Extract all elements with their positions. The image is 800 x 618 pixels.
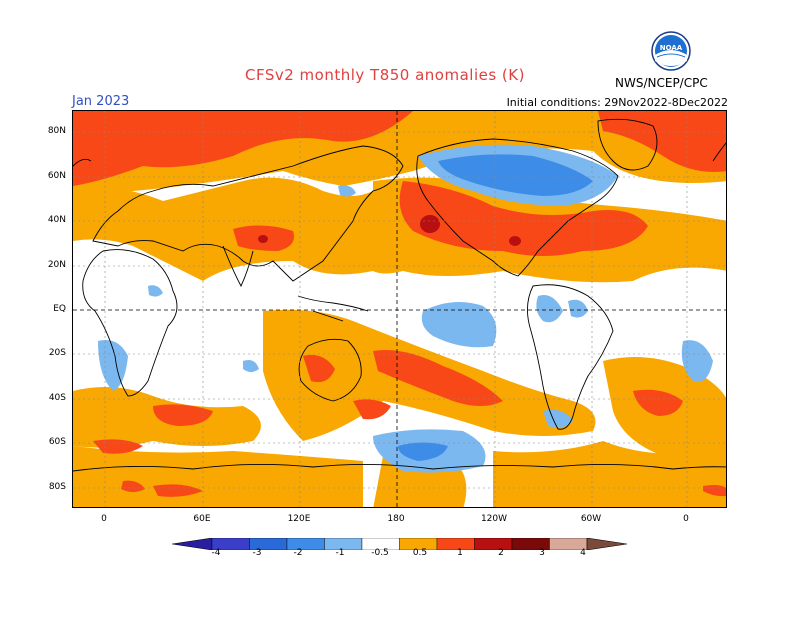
colorbar-label: -0.5 (371, 548, 389, 558)
warm-anomaly-darkred (258, 215, 521, 246)
agency-label: NWS/NCEP/CPC (615, 76, 708, 90)
lat-label: 20N (47, 260, 66, 270)
colorbar-label: -4 (211, 548, 221, 558)
colorbar-label: 3 (539, 548, 545, 558)
lon-label: 60W (580, 514, 602, 524)
initial-conditions: Initial conditions: 29Nov2022-8Dec2022 (506, 96, 728, 109)
colorbar-label: 0.5 (412, 548, 428, 558)
lat-label: EQ (53, 304, 66, 314)
grid-lines (73, 111, 726, 507)
warm-anomaly-red (73, 111, 726, 497)
colorbar-label: 1 (457, 548, 463, 558)
forecast-month: Jan 2023 (72, 94, 130, 109)
colorbar-label: 2 (498, 548, 504, 558)
lon-label: 120E (287, 514, 311, 524)
lon-label: 120W (480, 514, 508, 524)
lat-label: 80N (47, 126, 66, 136)
noaa-logo-icon: NOAA (651, 31, 691, 71)
anomaly-map (72, 110, 727, 508)
cool-anomaly-blue (398, 154, 593, 461)
colorbar-label: -1 (335, 548, 345, 558)
colorbar-label: 4 (580, 548, 586, 558)
colorbar (171, 535, 628, 551)
colorbar-label: -2 (293, 548, 303, 558)
lon-label: 0 (683, 514, 689, 524)
lat-label: 80S (48, 482, 66, 492)
noaa-logo-text: NOAA (660, 44, 683, 52)
lon-label: 60E (193, 514, 211, 524)
lat-label: 40N (47, 215, 66, 225)
lon-label: 180 (387, 514, 405, 524)
colorbar-svg (171, 537, 628, 551)
colorbar-max-arrow (586, 537, 628, 551)
lat-label: 40S (48, 393, 66, 403)
colorbar-label: -3 (252, 548, 262, 558)
reference-lines (73, 111, 726, 507)
lat-label: 60S (48, 437, 66, 447)
lon-label: 0 (101, 514, 107, 524)
coastlines (73, 118, 726, 472)
chart-title: CFSv2 monthly T850 anomalies (K) (245, 66, 525, 84)
lat-label: 60N (47, 171, 66, 181)
lat-label: 20S (48, 348, 66, 358)
anomaly-map-svg (73, 111, 726, 507)
neutral-region (73, 251, 149, 386)
